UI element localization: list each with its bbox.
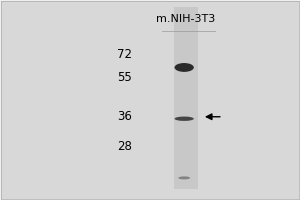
Ellipse shape [175, 117, 194, 121]
Text: 28: 28 [117, 140, 132, 153]
Text: 55: 55 [117, 71, 132, 84]
Text: 36: 36 [117, 110, 132, 123]
FancyBboxPatch shape [174, 7, 198, 189]
Ellipse shape [175, 63, 194, 72]
Text: 72: 72 [117, 48, 132, 61]
Ellipse shape [178, 176, 190, 179]
Text: m.NIH-3T3: m.NIH-3T3 [156, 14, 215, 24]
